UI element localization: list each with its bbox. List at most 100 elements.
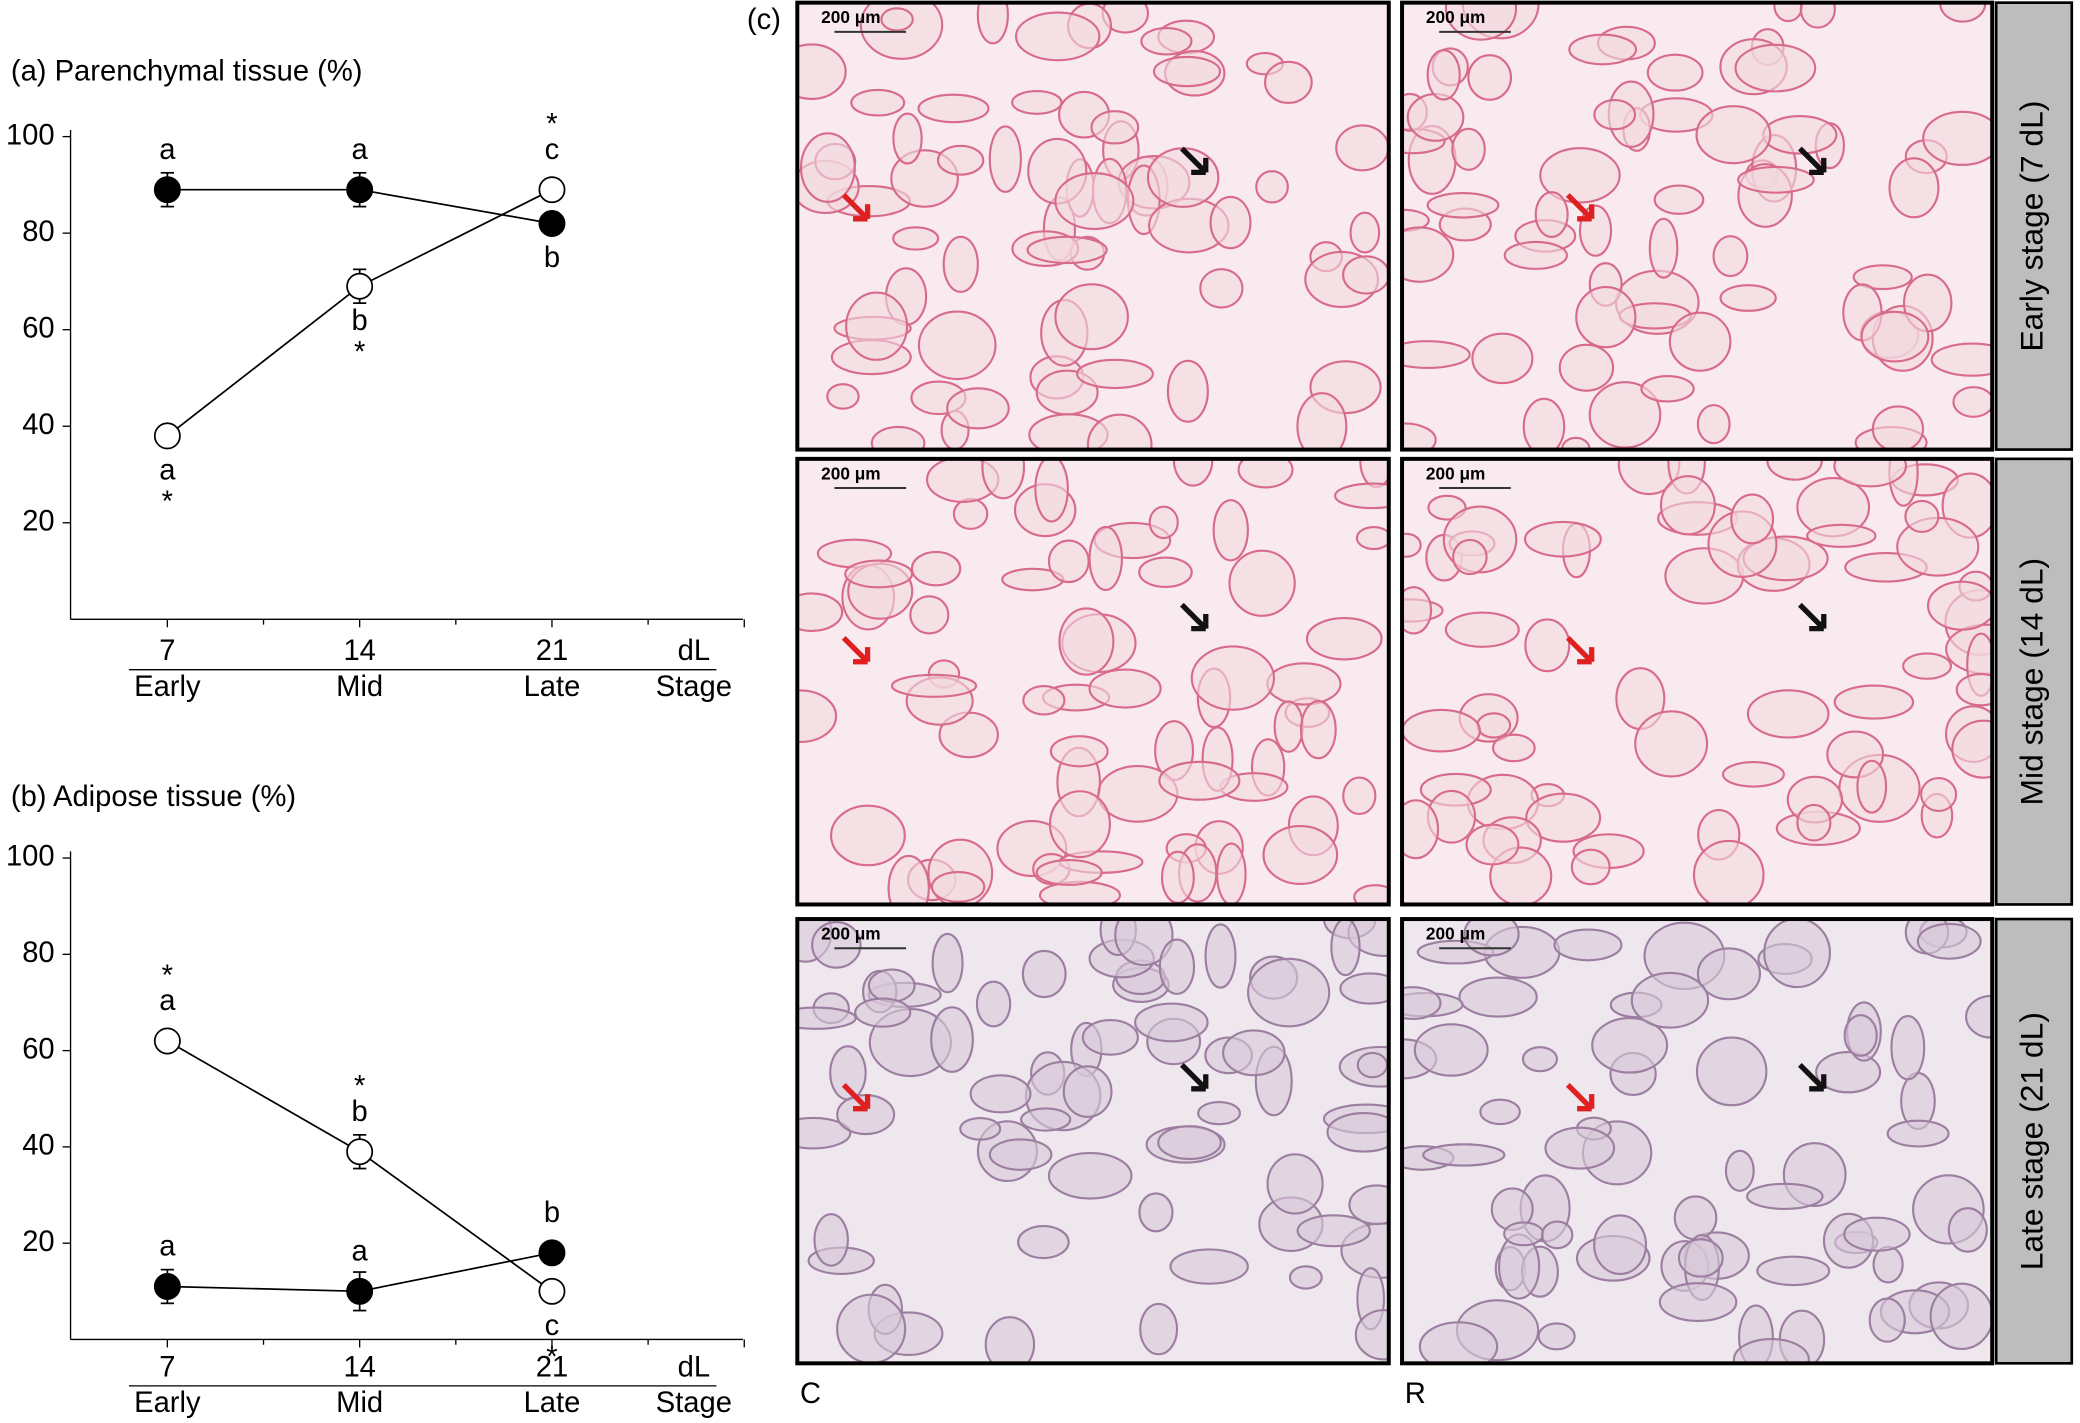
tissue-lobule [1228, 549, 1296, 617]
tissue-lobule [1212, 499, 1249, 562]
tissue-lobule [1148, 505, 1179, 540]
tissue-lobule [1951, 719, 1993, 779]
tissue-lobule [1930, 342, 1993, 377]
tissue-lobule [1763, 919, 1831, 989]
tissue-lobule [1021, 949, 1067, 999]
tissue-lobule [1305, 616, 1383, 661]
tissue-lobule [1677, 1238, 1724, 1278]
tissue-lobule [1503, 1221, 1545, 1247]
row-label-box [1994, 457, 2074, 906]
tissue-lobule [1353, 884, 1389, 905]
tissue-lobule [797, 43, 847, 100]
tissue-lobule [1255, 170, 1289, 204]
tissue-lobule [1330, 919, 1361, 977]
tissue-lobule [1658, 1282, 1738, 1323]
tissue-lobule [1264, 60, 1313, 105]
scale-bar-label: 200 μm [1426, 7, 1485, 27]
tissue-lobule [1458, 976, 1538, 1018]
arrow [1565, 1082, 1595, 1112]
tissue-lobule [1630, 971, 1710, 1029]
tissue-lobule [1575, 286, 1637, 349]
significance-letter: a [352, 134, 369, 166]
y-tick-label: 80 [22, 937, 54, 969]
scale-bar-label: 200 μm [1426, 924, 1485, 944]
tissue-lobule [1335, 124, 1389, 172]
tissue-lobule [1034, 458, 1069, 523]
tissue-lobule [854, 997, 912, 1028]
marker [153, 1273, 181, 1300]
tissue-lobule [1648, 217, 1679, 279]
x-tick-label: 21 [536, 1351, 568, 1383]
tissue-lobule [1815, 1051, 1882, 1094]
tissue-lobule [1402, 986, 1442, 1021]
tissue-lobule [1076, 358, 1154, 390]
tissue [797, 2, 1389, 450]
tissue-lobule [1354, 1309, 1389, 1361]
marker [346, 1138, 374, 1166]
tissue-lobule [1166, 359, 1209, 423]
tissue [1402, 458, 1993, 905]
significance-letter: b [544, 242, 560, 274]
x-group-label: Late [524, 671, 581, 703]
column-label: R [1405, 1378, 1426, 1410]
tissue-lobule [1696, 404, 1731, 445]
arrow [1180, 602, 1209, 632]
tissue-lobule [1947, 1207, 1988, 1253]
arrow [1180, 1063, 1209, 1092]
tissue-lobule [917, 93, 990, 124]
tissue-lobule [1640, 375, 1695, 403]
y-tick-label: 100 [6, 119, 55, 151]
chart-title: (a) Parenchymal tissue (%) [11, 56, 363, 88]
arrow [1565, 636, 1595, 665]
tissue-lobule [1868, 1297, 1906, 1343]
tissue-lobule [1342, 776, 1377, 816]
tissue-lobule [969, 1074, 1032, 1114]
significance-letter: b [352, 305, 368, 337]
tissue-lobule [1673, 1195, 1718, 1241]
tissue-lobule [930, 1006, 974, 1073]
marker [538, 1277, 566, 1305]
tissue-lobule [1054, 172, 1135, 230]
x-group-label: Early [134, 671, 201, 703]
tissue-lobule [890, 673, 978, 698]
tissue-lobule [1888, 157, 1940, 219]
significance-star: * [546, 1342, 557, 1374]
significance-letter: a [159, 985, 176, 1017]
significance-letter: b [544, 1197, 560, 1229]
tissue-lobule [1190, 645, 1276, 711]
tissue-lobule [1026, 235, 1108, 265]
arrow [841, 1082, 871, 1112]
tissue-lobule [1593, 1214, 1648, 1276]
marker [346, 272, 374, 300]
tissue-lobule [1158, 938, 1196, 995]
tissue-lobule [1890, 1014, 1926, 1081]
tissue-lobule [1521, 1046, 1558, 1073]
micrograph-frame [1400, 917, 1995, 1366]
tissue-lobule [1523, 520, 1602, 558]
chart-title: (b) Adipose tissue (%) [11, 781, 296, 813]
tissue-lobule [1444, 611, 1520, 648]
y-tick-label: 80 [22, 216, 54, 248]
arrow [1798, 146, 1827, 176]
tissue-lobule [1902, 652, 1953, 680]
tissue-lobule [1570, 848, 1611, 886]
tissue-lobule [1339, 972, 1389, 1005]
tissue-lobule [1737, 165, 1815, 194]
tissue-lobule [1553, 928, 1623, 962]
tissue-lobule [988, 125, 1022, 193]
tissue-lobule [1022, 685, 1066, 716]
tissue-lobule [1732, 1337, 1810, 1364]
tissue-lobule [909, 595, 950, 635]
row-label: Mid stage (14 dL) [2013, 558, 2049, 806]
tissue-lobule [892, 226, 940, 251]
tissue-lobule [850, 88, 906, 117]
tissue-lobule [1916, 922, 1982, 960]
tissue-lobule [1422, 1143, 1506, 1167]
tissue-lobule [1503, 240, 1568, 270]
tissue-lobule [1199, 268, 1244, 309]
y-tick-label: 40 [22, 409, 54, 441]
tissue-lobule [1544, 1126, 1616, 1170]
tissue-lobule [952, 498, 989, 530]
tissue-lobule [1288, 1265, 1323, 1290]
